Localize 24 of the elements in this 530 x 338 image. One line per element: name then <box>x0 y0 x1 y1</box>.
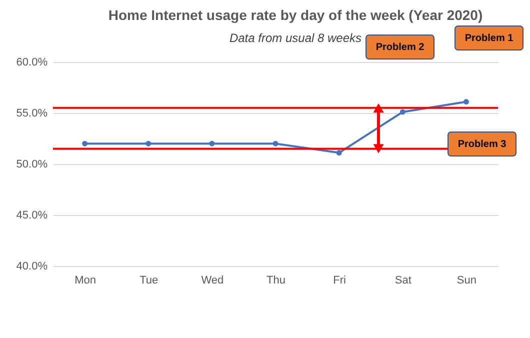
point <box>209 140 215 146</box>
x-tick-label: Thu <box>266 274 286 286</box>
point <box>146 140 152 146</box>
x-tick-label: Mon <box>74 274 96 286</box>
y-tick-label: 60.0% <box>16 56 48 68</box>
y-tick-label: 40.0% <box>16 260 48 272</box>
chart-title: Home Internet usage rate by day of the week (Year 2020) <box>108 7 483 23</box>
y-tick-label: 45.0% <box>16 210 48 222</box>
chart-subtitle: Data from usual 8 weeks <box>229 31 362 45</box>
text: Problem 1 <box>464 33 514 44</box>
x-tick-label: Sat <box>394 274 412 286</box>
x-tick-label: Fri <box>333 274 346 286</box>
text: Problem 2 <box>376 42 425 53</box>
point <box>272 140 278 146</box>
y-tick-label: 55.0% <box>16 108 48 120</box>
x-tick-label: Tue <box>140 274 158 286</box>
x-tick-label: Sun <box>456 274 477 286</box>
annotation: Problem 3 <box>458 139 507 150</box>
point <box>463 99 469 105</box>
point <box>336 150 342 156</box>
point <box>82 140 88 146</box>
point <box>400 109 406 115</box>
x-tick-label: Wed <box>201 274 224 286</box>
y-tick-label: 50.0% <box>16 158 48 170</box>
